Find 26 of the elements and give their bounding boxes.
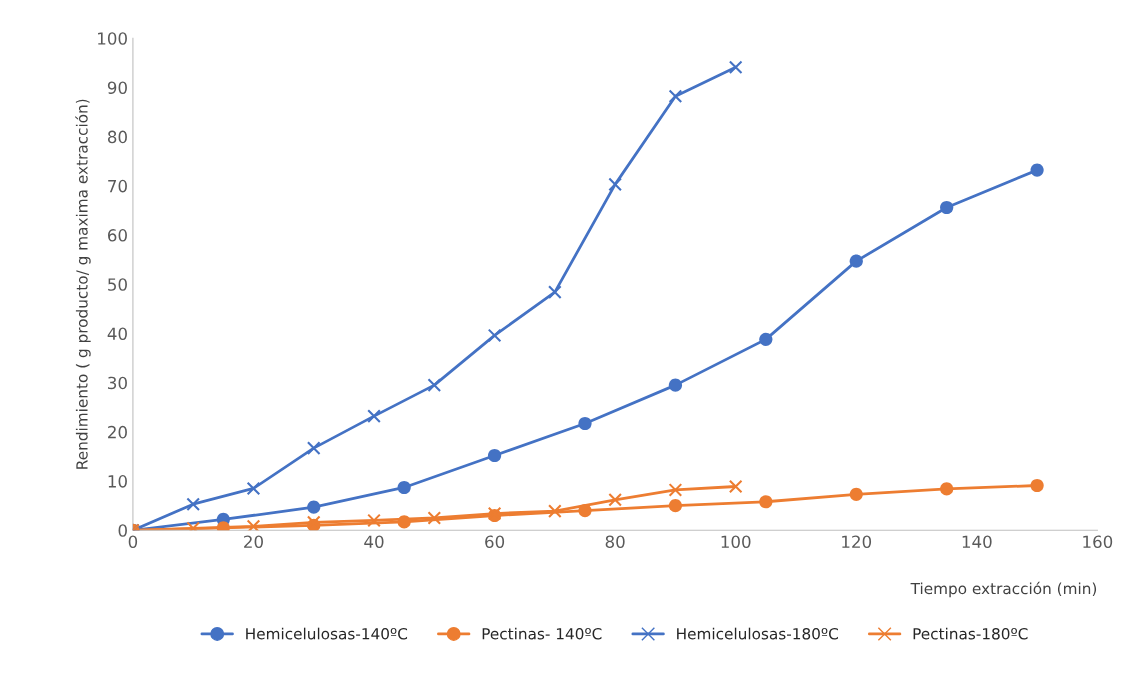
x-tick-label: 80 [605, 535, 625, 549]
y-tick-label: 20 [108, 425, 127, 439]
y-tick-label: 30 [108, 376, 127, 390]
x-axis-title: Tiempo extracción (min) [910, 581, 1097, 598]
x-tick-label: 60 [485, 535, 505, 549]
legend-label: Hemicelulosas-180ºC [677, 627, 838, 640]
y-tick-label: 40 [107, 327, 127, 341]
x-tick-label: 100 [721, 535, 751, 549]
y-tick-label: 10 [108, 475, 127, 488]
y-tick-label: 0 [118, 524, 127, 537]
legend-label: Pectinas- 140ºC [482, 627, 602, 640]
y-tick-label: 50 [108, 278, 127, 291]
y-tick-label: 60 [108, 229, 127, 242]
x-tick-label: 120 [842, 535, 872, 549]
x-tick-label: 140 [962, 535, 992, 549]
y-axis-title: Rendimiento ( g producto/ g maxima extracción) [75, 99, 91, 469]
legend-label: Pectinas-180ºC [913, 627, 1028, 640]
x-tick-label: 160 [1083, 535, 1113, 549]
y-tick-label: 90 [107, 81, 127, 94]
x-tick-label: 0 [128, 535, 138, 549]
y-tick-label: 100 [98, 32, 127, 45]
legend-label: Hemicelulosas-140ºC [246, 627, 408, 640]
y-tick-label: 80 [107, 130, 127, 144]
x-tick-label: 40 [364, 535, 384, 549]
y-tick-label: 70 [108, 179, 127, 193]
x-tick-label: 20 [244, 535, 263, 549]
